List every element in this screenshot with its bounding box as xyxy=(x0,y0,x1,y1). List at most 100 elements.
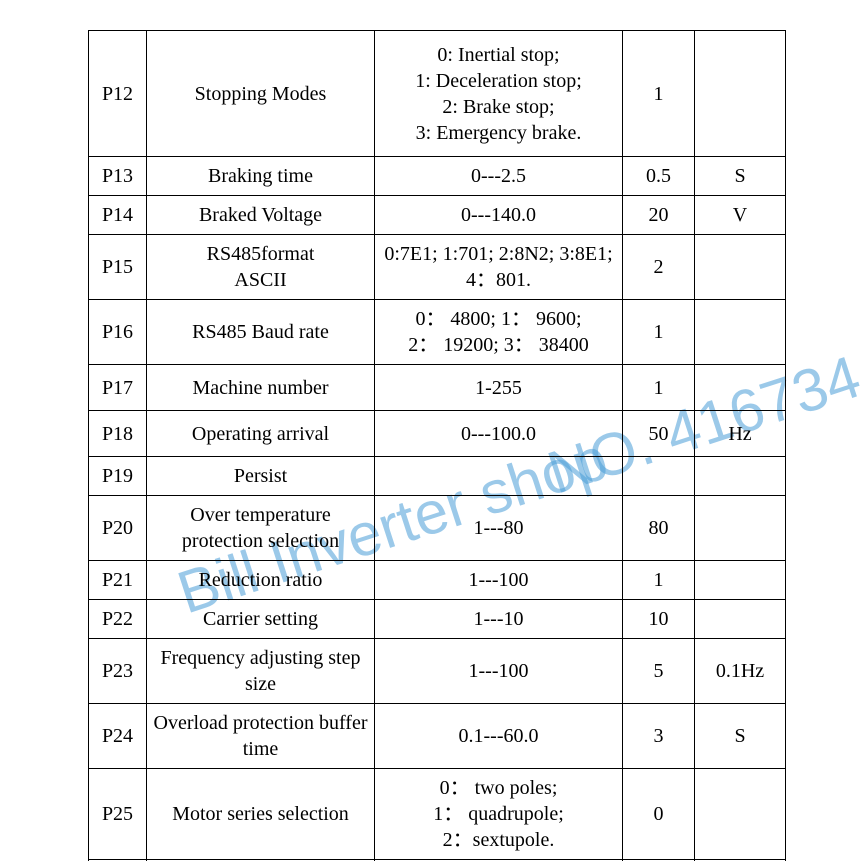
param-default: 20 xyxy=(623,196,695,235)
param-name-line: size xyxy=(151,671,370,697)
param-unit xyxy=(695,561,786,600)
param-unit xyxy=(695,600,786,639)
param-unit xyxy=(695,300,786,365)
param-options: 0---2.5 xyxy=(375,157,623,196)
param-options: 0---140.0 xyxy=(375,196,623,235)
param-name: Motor series selection xyxy=(147,769,375,860)
param-options: 0： two poles;1： quadrupole;2：sextupole. xyxy=(375,769,623,860)
param-options: 0.1---60.0 xyxy=(375,704,623,769)
param-options: 1---10 xyxy=(375,600,623,639)
param-code: P13 xyxy=(89,157,147,196)
table-row: P22Carrier setting1---1010 xyxy=(89,600,786,639)
table-row: P16RS485 Baud rate0： 4800; 1： 9600;2： 19… xyxy=(89,300,786,365)
param-code: P22 xyxy=(89,600,147,639)
param-options-line: 0:7E1; 1:701; 2:8N2; 3:8E1; xyxy=(379,241,618,267)
param-unit: V xyxy=(695,196,786,235)
param-default: 0.5 xyxy=(623,157,695,196)
param-default: 0 xyxy=(623,769,695,860)
table-row: P14Braked Voltage0---140.020V xyxy=(89,196,786,235)
param-default: 2 xyxy=(623,235,695,300)
param-unit xyxy=(695,31,786,157)
param-options: 0:7E1; 1:701; 2:8N2; 3:8E1;4：801. xyxy=(375,235,623,300)
table-row: P19Persist xyxy=(89,457,786,496)
param-code: P17 xyxy=(89,365,147,411)
param-name: Operating arrival xyxy=(147,411,375,457)
param-code: P24 xyxy=(89,704,147,769)
table-row: P24Overload protection buffertime0.1---6… xyxy=(89,704,786,769)
param-unit xyxy=(695,457,786,496)
param-default: 5 xyxy=(623,639,695,704)
param-unit: S xyxy=(695,704,786,769)
param-name-line: Overload protection buffer xyxy=(151,710,370,736)
table-row: P25Motor series selection0： two poles;1：… xyxy=(89,769,786,860)
param-name: Frequency adjusting stepsize xyxy=(147,639,375,704)
param-default: 1 xyxy=(623,31,695,157)
param-options xyxy=(375,457,623,496)
param-unit xyxy=(695,496,786,561)
param-code: P19 xyxy=(89,457,147,496)
param-options-line: 2: Brake stop; xyxy=(379,94,618,120)
param-code: P20 xyxy=(89,496,147,561)
param-code: P18 xyxy=(89,411,147,457)
param-unit xyxy=(695,769,786,860)
param-code: P25 xyxy=(89,769,147,860)
param-code: P15 xyxy=(89,235,147,300)
param-name: Braking time xyxy=(147,157,375,196)
param-unit: S xyxy=(695,157,786,196)
param-name: RS485formatASCII xyxy=(147,235,375,300)
param-options-line: 0： 4800; 1： 9600; xyxy=(379,306,618,332)
table-row: P21Reduction ratio1---1001 xyxy=(89,561,786,600)
param-options-line: 2：sextupole. xyxy=(379,827,618,853)
param-options: 1-255 xyxy=(375,365,623,411)
param-name: Machine number xyxy=(147,365,375,411)
table-row: P17Machine number1-2551 xyxy=(89,365,786,411)
param-default: 3 xyxy=(623,704,695,769)
parameter-table: P12Stopping Modes0: Inertial stop;1: Dec… xyxy=(88,30,786,861)
param-options-line: 0: Inertial stop; xyxy=(379,42,618,68)
param-unit: Hz xyxy=(695,411,786,457)
param-name: Over temperatureprotection selection xyxy=(147,496,375,561)
param-options-line: 0： two poles; xyxy=(379,775,618,801)
param-code: P21 xyxy=(89,561,147,600)
param-default: 1 xyxy=(623,300,695,365)
param-options: 0： 4800; 1： 9600;2： 19200; 3： 38400 xyxy=(375,300,623,365)
table-row: P18Operating arrival0---100.050Hz xyxy=(89,411,786,457)
param-default: 1 xyxy=(623,365,695,411)
param-name: Stopping Modes xyxy=(147,31,375,157)
param-default: 1 xyxy=(623,561,695,600)
param-name-line: ASCII xyxy=(151,267,370,293)
param-code: P12 xyxy=(89,31,147,157)
param-options-line: 3: Emergency brake. xyxy=(379,120,618,146)
param-options-line: 1: Deceleration stop; xyxy=(379,68,618,94)
param-name: Persist xyxy=(147,457,375,496)
param-name-line: protection selection xyxy=(151,528,370,554)
table-row: P15RS485formatASCII0:7E1; 1:701; 2:8N2; … xyxy=(89,235,786,300)
param-name-line: RS485format xyxy=(151,241,370,267)
param-code: P14 xyxy=(89,196,147,235)
table-row: P20Over temperatureprotection selection1… xyxy=(89,496,786,561)
param-default: 80 xyxy=(623,496,695,561)
param-name: RS485 Baud rate xyxy=(147,300,375,365)
param-default: 50 xyxy=(623,411,695,457)
table-row: P23Frequency adjusting stepsize1---10050… xyxy=(89,639,786,704)
param-options-line: 4：801. xyxy=(379,267,618,293)
param-unit xyxy=(695,235,786,300)
param-name: Overload protection buffertime xyxy=(147,704,375,769)
param-code: P16 xyxy=(89,300,147,365)
param-code: P23 xyxy=(89,639,147,704)
param-unit xyxy=(695,365,786,411)
param-name-line: Over temperature xyxy=(151,502,370,528)
param-unit: 0.1Hz xyxy=(695,639,786,704)
param-options: 1---100 xyxy=(375,639,623,704)
param-options: 0---100.0 xyxy=(375,411,623,457)
param-options-line: 2： 19200; 3： 38400 xyxy=(379,332,618,358)
param-default: 10 xyxy=(623,600,695,639)
param-options: 1---100 xyxy=(375,561,623,600)
param-options: 1---80 xyxy=(375,496,623,561)
param-name-line: time xyxy=(151,736,370,762)
param-name: Carrier setting xyxy=(147,600,375,639)
param-name: Reduction ratio xyxy=(147,561,375,600)
param-name-line: Frequency adjusting step xyxy=(151,645,370,671)
param-default xyxy=(623,457,695,496)
param-options: 0: Inertial stop;1: Deceleration stop;2:… xyxy=(375,31,623,157)
